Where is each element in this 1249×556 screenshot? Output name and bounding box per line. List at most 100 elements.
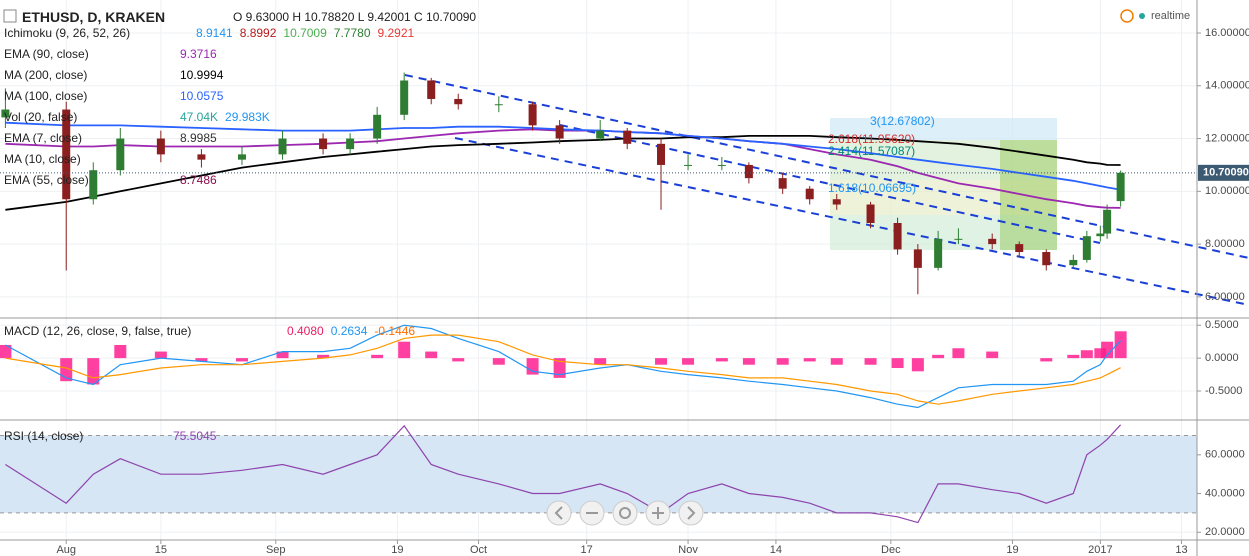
x-tick-label: 17 xyxy=(581,544,593,556)
histogram-bar xyxy=(154,351,167,359)
candle-body xyxy=(528,104,537,126)
legend-row: MA (200, close) 10.9994 xyxy=(4,68,230,82)
macd-line xyxy=(5,334,1121,405)
legend-value: 0.2634 xyxy=(330,324,368,338)
candle-body xyxy=(934,238,943,268)
legend-row: MA (10, close) xyxy=(4,152,180,166)
y-tick-label: 8.00000 xyxy=(1205,238,1245,250)
candle-body xyxy=(778,178,787,189)
legend-name: Ichimoku (9, 26, 52, 26) xyxy=(4,26,131,40)
legend-value: 7.7780 xyxy=(333,26,371,40)
trend-line xyxy=(454,137,1249,306)
status: realtime xyxy=(1151,10,1191,22)
candle-body xyxy=(427,80,436,99)
histogram-bar xyxy=(60,358,73,382)
scroll-right-button[interactable] xyxy=(678,500,704,526)
candle-body xyxy=(805,188,814,200)
warning-icon[interactable] xyxy=(1120,9,1134,23)
legend-name: RSI (14, close) xyxy=(4,429,84,443)
histogram-bar xyxy=(911,358,924,372)
y-tick-label: -0.5000 xyxy=(1205,385,1242,397)
y-tick-label: 14.00000 xyxy=(1205,80,1249,92)
legend-row: RSI (14, close) 75.5045 xyxy=(4,429,223,443)
last-price-label: 10.70090 xyxy=(1203,167,1249,179)
symbol-header: ETHUSD, D, KRAKEN xyxy=(22,9,165,25)
legend-row: Vol (20, false) 47.04K 29.983K xyxy=(4,110,277,124)
legend-row: Ichimoku (9, 26, 52, 26) 8.9141 8.8992 10.7… xyxy=(4,26,421,40)
histogram-bar xyxy=(1040,358,1053,362)
y-tick-label: 12.00000 xyxy=(1205,132,1249,144)
histogram-bar xyxy=(864,358,877,365)
histogram-bar xyxy=(932,354,945,359)
legend-value: 47.04K xyxy=(180,110,219,124)
legend-name: MA (200, close) xyxy=(4,68,88,82)
y-tick-label: 0.5000 xyxy=(1205,319,1239,331)
y-tick-label: 20.0000 xyxy=(1205,526,1245,538)
histogram-bar xyxy=(492,358,505,365)
icon xyxy=(687,506,696,520)
scroll-left-button[interactable] xyxy=(546,500,572,526)
legend-value: -0.1446 xyxy=(374,324,416,338)
scroll-buttons xyxy=(546,500,704,526)
legend-row: MA (100, close) 10.0575 xyxy=(4,89,230,103)
histogram-bar xyxy=(1114,331,1127,359)
data-layer: 3(12.67802) 2.618(11.95620)2.414(11.57087… xyxy=(0,72,1197,524)
candle-body xyxy=(1015,244,1024,253)
x-tick-label: Nov xyxy=(678,544,698,556)
indicator-line xyxy=(5,121,1121,191)
histogram-bar xyxy=(276,351,289,359)
legend-value: 8.9141 xyxy=(196,26,233,40)
symbol: ETHUSD, D, KRAKEN xyxy=(22,9,166,25)
histogram-bar xyxy=(317,354,330,359)
icon xyxy=(652,507,664,519)
histogram-bar xyxy=(0,344,12,359)
candle-body xyxy=(89,170,98,200)
histogram-bar xyxy=(594,358,607,365)
legend-value: 9.3716 xyxy=(180,47,217,61)
histogram-bar xyxy=(776,358,789,365)
menu-icon[interactable] xyxy=(3,9,17,23)
legend-value: 9.2921 xyxy=(377,26,415,40)
histogram-bar xyxy=(1067,354,1080,359)
last-price-box xyxy=(1198,164,1249,181)
legend-value: 75.5045 xyxy=(173,429,217,443)
legend-name: EMA (7, close) xyxy=(4,131,83,145)
reset-button[interactable] xyxy=(612,500,638,526)
candle-body xyxy=(913,249,922,268)
legend-value: 10.7009 xyxy=(283,26,327,40)
legend-name: MACD (12, 26, close, 9, false, true) xyxy=(4,324,192,338)
y-tick-label: 0.0000 xyxy=(1205,352,1239,364)
candle-body xyxy=(744,164,753,179)
x-tick-label: 19 xyxy=(1006,544,1018,556)
legend-value: 29.983K xyxy=(225,110,270,124)
macd-line xyxy=(5,324,1122,409)
fib-label: 1.618(10.06695) xyxy=(828,181,916,195)
icon xyxy=(619,507,631,519)
y-tick-label: 6.00000 xyxy=(1205,291,1245,303)
histogram-bar xyxy=(452,358,465,362)
x-tick-label: 14 xyxy=(770,544,782,556)
legend-row: EMA (7, close) 8.9985 xyxy=(4,131,224,145)
y-tick-label: 40.0000 xyxy=(1205,487,1245,499)
legend-row: MACD (12, 26, close, 9, false, true) 0.40… xyxy=(4,324,422,338)
y-tick-label: 10.00000 xyxy=(1205,185,1249,197)
legend-value: 10.0575 xyxy=(180,89,224,103)
candle-body xyxy=(596,130,605,139)
y-tick-label: 16.00000 xyxy=(1205,27,1249,39)
realtime-dot xyxy=(1139,13,1145,19)
fib-band xyxy=(830,118,1057,140)
candle-body xyxy=(657,143,666,165)
histogram-bar xyxy=(986,351,999,359)
legend-value: 10.9994 xyxy=(180,68,224,82)
indicator-line xyxy=(5,135,1121,211)
histogram-bar xyxy=(952,348,965,359)
legend-value: 8.9985 xyxy=(180,131,217,145)
histogram-bar xyxy=(1101,341,1114,359)
candle-body xyxy=(400,80,409,115)
x-tick-label: 13 xyxy=(1175,544,1187,556)
candle-body xyxy=(954,238,963,240)
legend-name: Vol (20, false) xyxy=(4,110,78,124)
histogram-bar xyxy=(655,358,668,365)
